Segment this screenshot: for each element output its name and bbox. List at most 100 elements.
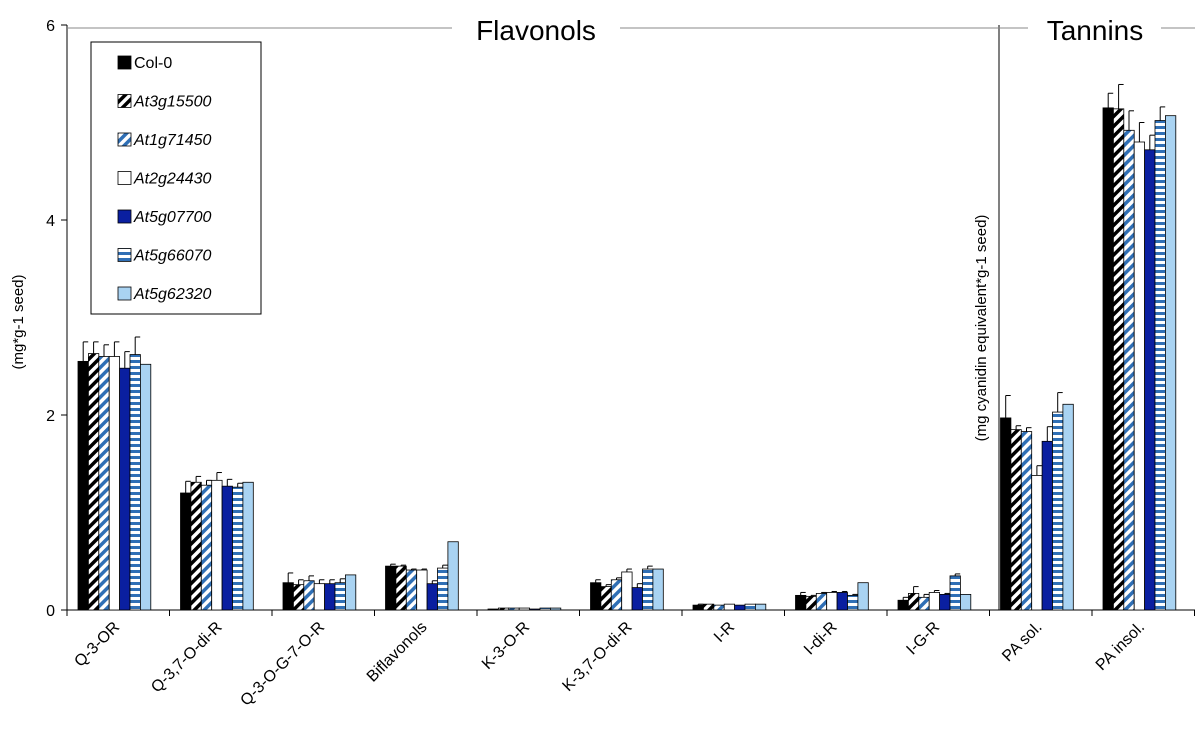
x-tick-label: Q-3,7-O-di-R bbox=[148, 619, 225, 696]
bar bbox=[1123, 129, 1135, 611]
bar bbox=[652, 568, 664, 611]
bar bbox=[1165, 115, 1177, 611]
x-tick-label: I-R bbox=[711, 619, 738, 646]
bar bbox=[642, 568, 654, 611]
y-tick-label: 2 bbox=[46, 408, 55, 425]
bar bbox=[1133, 141, 1145, 611]
x-tick-label: K-3-O-R bbox=[479, 619, 533, 673]
bar bbox=[550, 607, 562, 611]
y-axis-label-left: (mg*g-1 seed) bbox=[10, 274, 27, 369]
legend-label: At1g71450 bbox=[133, 132, 212, 149]
bar bbox=[836, 592, 848, 611]
bar bbox=[242, 481, 254, 611]
bar bbox=[385, 565, 397, 611]
section-label-tannins: Tannins bbox=[1047, 15, 1144, 46]
bar bbox=[1020, 431, 1033, 611]
legend-swatch bbox=[117, 248, 132, 262]
bar bbox=[119, 367, 131, 611]
bar bbox=[1010, 429, 1022, 611]
bar bbox=[723, 603, 736, 611]
bar bbox=[826, 592, 838, 611]
bar bbox=[1052, 411, 1064, 611]
bar bbox=[908, 593, 920, 611]
y-axis-label-right: (mg cyanidin equivalent*g-1 seed) bbox=[973, 215, 990, 442]
bar bbox=[447, 541, 459, 611]
bar bbox=[600, 586, 612, 611]
bar bbox=[692, 604, 704, 611]
bar bbox=[334, 582, 346, 611]
legend-swatch bbox=[117, 94, 132, 108]
bar bbox=[1113, 108, 1125, 611]
x-tick-label: Biflavonols bbox=[364, 619, 431, 686]
bar bbox=[344, 574, 357, 611]
x-tick-label: K-3,7-O-di-R bbox=[559, 619, 635, 695]
bar bbox=[313, 583, 326, 611]
bar bbox=[303, 580, 315, 611]
bar bbox=[1144, 149, 1156, 611]
y-tick-label: 6 bbox=[46, 18, 55, 35]
bar bbox=[703, 603, 715, 611]
legend-label: At5g62320 bbox=[133, 286, 212, 303]
bar bbox=[292, 584, 305, 611]
bar bbox=[190, 481, 202, 611]
legend-label: At5g66070 bbox=[133, 248, 212, 265]
bar bbox=[437, 567, 449, 611]
x-tick-label: I-G-R bbox=[903, 619, 943, 659]
bar bbox=[139, 363, 152, 611]
y-tick-label: 0 bbox=[46, 603, 55, 620]
bar bbox=[1062, 403, 1074, 611]
bar bbox=[734, 604, 746, 611]
legend-swatch bbox=[117, 209, 132, 224]
legend-label: At3g15500 bbox=[133, 94, 212, 111]
bar bbox=[621, 571, 633, 611]
bar bbox=[405, 569, 418, 611]
bar bbox=[847, 594, 859, 611]
bar bbox=[897, 599, 909, 611]
x-tick-label: PA insol. bbox=[1093, 619, 1148, 674]
bar bbox=[529, 608, 541, 611]
bar bbox=[180, 492, 192, 611]
bar bbox=[232, 486, 244, 611]
bar bbox=[713, 604, 725, 611]
y-ticks: 0 2 4 6 bbox=[46, 18, 67, 620]
legend-swatch bbox=[117, 55, 132, 70]
bar bbox=[1154, 120, 1166, 611]
bar bbox=[1102, 107, 1114, 611]
y-tick-label: 4 bbox=[46, 213, 55, 230]
x-tick-label: I-di-R bbox=[801, 619, 841, 659]
bar bbox=[960, 594, 972, 611]
bar bbox=[815, 593, 828, 611]
bar bbox=[487, 608, 499, 611]
bar bbox=[928, 592, 941, 611]
bar bbox=[610, 579, 623, 611]
bar bbox=[949, 575, 961, 611]
bar bbox=[426, 583, 438, 611]
bar bbox=[416, 569, 428, 611]
bar bbox=[539, 607, 551, 611]
bar bbox=[857, 582, 869, 611]
section-label-flavonols: Flavonols bbox=[476, 15, 596, 46]
bar bbox=[129, 354, 141, 611]
bar bbox=[508, 607, 520, 611]
x-tick-label: Q-3-OR bbox=[71, 619, 123, 671]
bar bbox=[631, 587, 643, 611]
bar bbox=[744, 603, 756, 611]
legend-label: At5g07700 bbox=[133, 209, 212, 226]
bar bbox=[918, 596, 930, 611]
bar bbox=[324, 583, 336, 611]
bar bbox=[755, 603, 767, 611]
bar bbox=[795, 594, 807, 611]
x-tick-label: PA sol. bbox=[999, 619, 1045, 665]
bar bbox=[805, 595, 817, 611]
bar bbox=[200, 484, 213, 611]
bar bbox=[497, 607, 510, 611]
legend-swatch bbox=[117, 132, 132, 147]
bar bbox=[1000, 417, 1012, 611]
legend-swatch bbox=[117, 286, 132, 301]
x-ticks: Q-3-OR Q-3,7-O-di-R Q-3-O-G-7-O-R Biflavono… bbox=[66, 610, 1195, 709]
bar bbox=[518, 607, 531, 611]
bars bbox=[77, 83, 1177, 611]
legend-label: At2g24430 bbox=[133, 171, 212, 188]
bar bbox=[590, 582, 602, 611]
